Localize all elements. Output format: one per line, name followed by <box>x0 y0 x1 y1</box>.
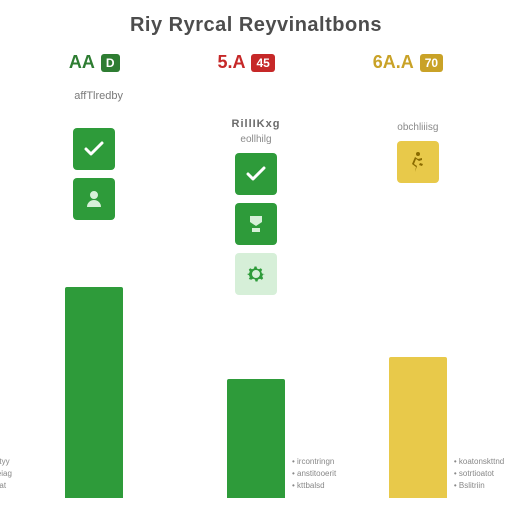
check-icon <box>73 128 115 170</box>
runner-icon <box>397 141 439 183</box>
header-1-chip: 45 <box>251 54 274 72</box>
header-0-main: AA <box>69 52 95 73</box>
badge-icon <box>235 203 277 245</box>
column-0-bullets: ltegrnnityyhniiatneiagoaatoinat <box>0 456 58 492</box>
column-2-bar <box>389 357 447 498</box>
sub-0: affTlredby <box>39 90 159 102</box>
column-2-bullet-1: sotrtioatot <box>454 468 512 480</box>
header-2-chip: 70 <box>420 54 443 72</box>
header-1: 5.A 45 <box>217 52 274 73</box>
column-2-bullets: koatonskttndsotrtioatotBslitriin <box>454 456 512 492</box>
check-icon <box>235 153 277 195</box>
column-1-icons <box>235 153 277 295</box>
column-0-bar <box>65 287 123 498</box>
column-1: RillIKxg eollhilg ircontringnanstitooeritk… <box>180 118 332 498</box>
column-2-bar-area: koatonskttndsotrtioatotBslitriin <box>342 195 494 498</box>
column-2-bullet-0: koatonskttnd <box>454 456 512 468</box>
header-2-main: 6A.A <box>373 52 414 73</box>
column-1-bar-area: ircontringnanstitooeritkttbalsd <box>180 307 332 498</box>
header-0-chip: D <box>101 54 120 72</box>
header-2: 6A.A 70 <box>373 52 443 73</box>
column-0-bar-area: ltegrnnityyhniiatneiagoaatoinat <box>18 232 170 498</box>
header-1-main: 5.A <box>217 52 245 73</box>
column-2: obchliiisg koatonskttndsotrtioatotBslitri… <box>342 118 494 498</box>
gear-icon <box>235 253 277 295</box>
column-1-bar <box>227 379 285 498</box>
columns: ltegrnnityyhniiatneiagoaatoinat RillIKxg e… <box>18 118 494 498</box>
header-row: AA D 5.A 45 6A.A 70 <box>0 52 512 73</box>
column-1-caption: eollhilg <box>240 134 271 145</box>
person-icon <box>73 178 115 220</box>
column-2-icons <box>397 141 439 183</box>
sub-2 <box>353 90 473 102</box>
sub-1 <box>196 90 316 102</box>
column-0-bullet-1: hniiatneiag <box>0 468 58 480</box>
column-0-icons <box>73 128 115 220</box>
column-2-caption: obchliiisg <box>397 122 438 133</box>
sub-row: affTlredby <box>0 90 512 102</box>
column-0: ltegrnnityyhniiatneiagoaatoinat <box>18 118 170 498</box>
column-0-bullet-2: oaatoinat <box>0 480 58 492</box>
header-0: AA D <box>69 52 120 73</box>
column-2-bullet-2: Bslitriin <box>454 480 512 492</box>
page-title: Riy Ryrcal Reyvinaltbons <box>0 14 512 37</box>
column-0-bullet-0: ltegrnnityy <box>0 456 58 468</box>
column-1-label: RillIKxg <box>232 118 281 130</box>
